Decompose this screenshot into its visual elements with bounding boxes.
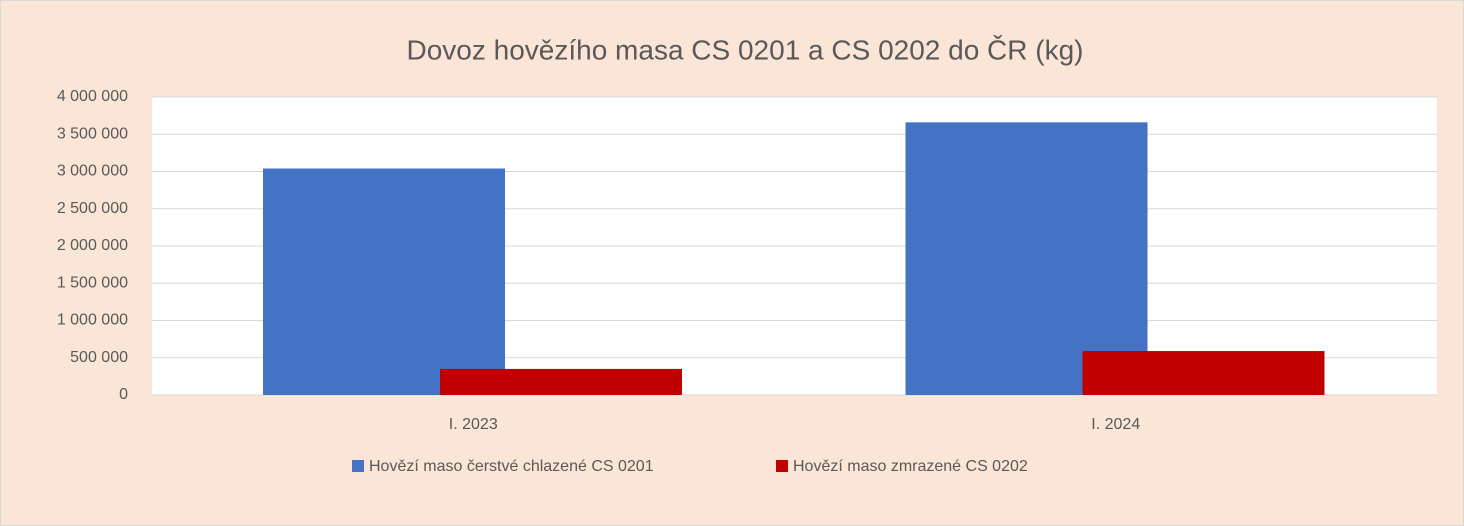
legend-swatch bbox=[776, 460, 788, 472]
bar bbox=[440, 368, 682, 395]
y-tick-label: 0 bbox=[119, 386, 128, 403]
bar bbox=[1082, 351, 1325, 395]
bar bbox=[263, 168, 505, 395]
y-tick-label: 1 500 000 bbox=[57, 274, 128, 291]
y-tick-label: 2 000 000 bbox=[57, 237, 128, 254]
bar bbox=[905, 122, 1148, 395]
legend-label: Hovězí maso čerstvé chlazené CS 0201 bbox=[369, 458, 654, 475]
y-tick-label: 1 000 000 bbox=[57, 312, 128, 329]
y-tick-label: 3 500 000 bbox=[57, 125, 128, 142]
chart-title: Dovoz hovězího masa CS 0201 a CS 0202 do… bbox=[406, 34, 1083, 65]
legend-label: Hovězí maso zmrazené CS 0202 bbox=[793, 458, 1028, 475]
y-tick-label: 500 000 bbox=[70, 349, 128, 366]
y-tick-label: 3 000 000 bbox=[57, 163, 128, 180]
x-tick-label: I. 2024 bbox=[1091, 416, 1140, 433]
legend-swatch bbox=[352, 460, 364, 472]
x-tick-label: I. 2023 bbox=[449, 416, 498, 433]
y-tick-label: 4 000 000 bbox=[57, 88, 128, 105]
y-tick-label: 2 500 000 bbox=[57, 200, 128, 217]
